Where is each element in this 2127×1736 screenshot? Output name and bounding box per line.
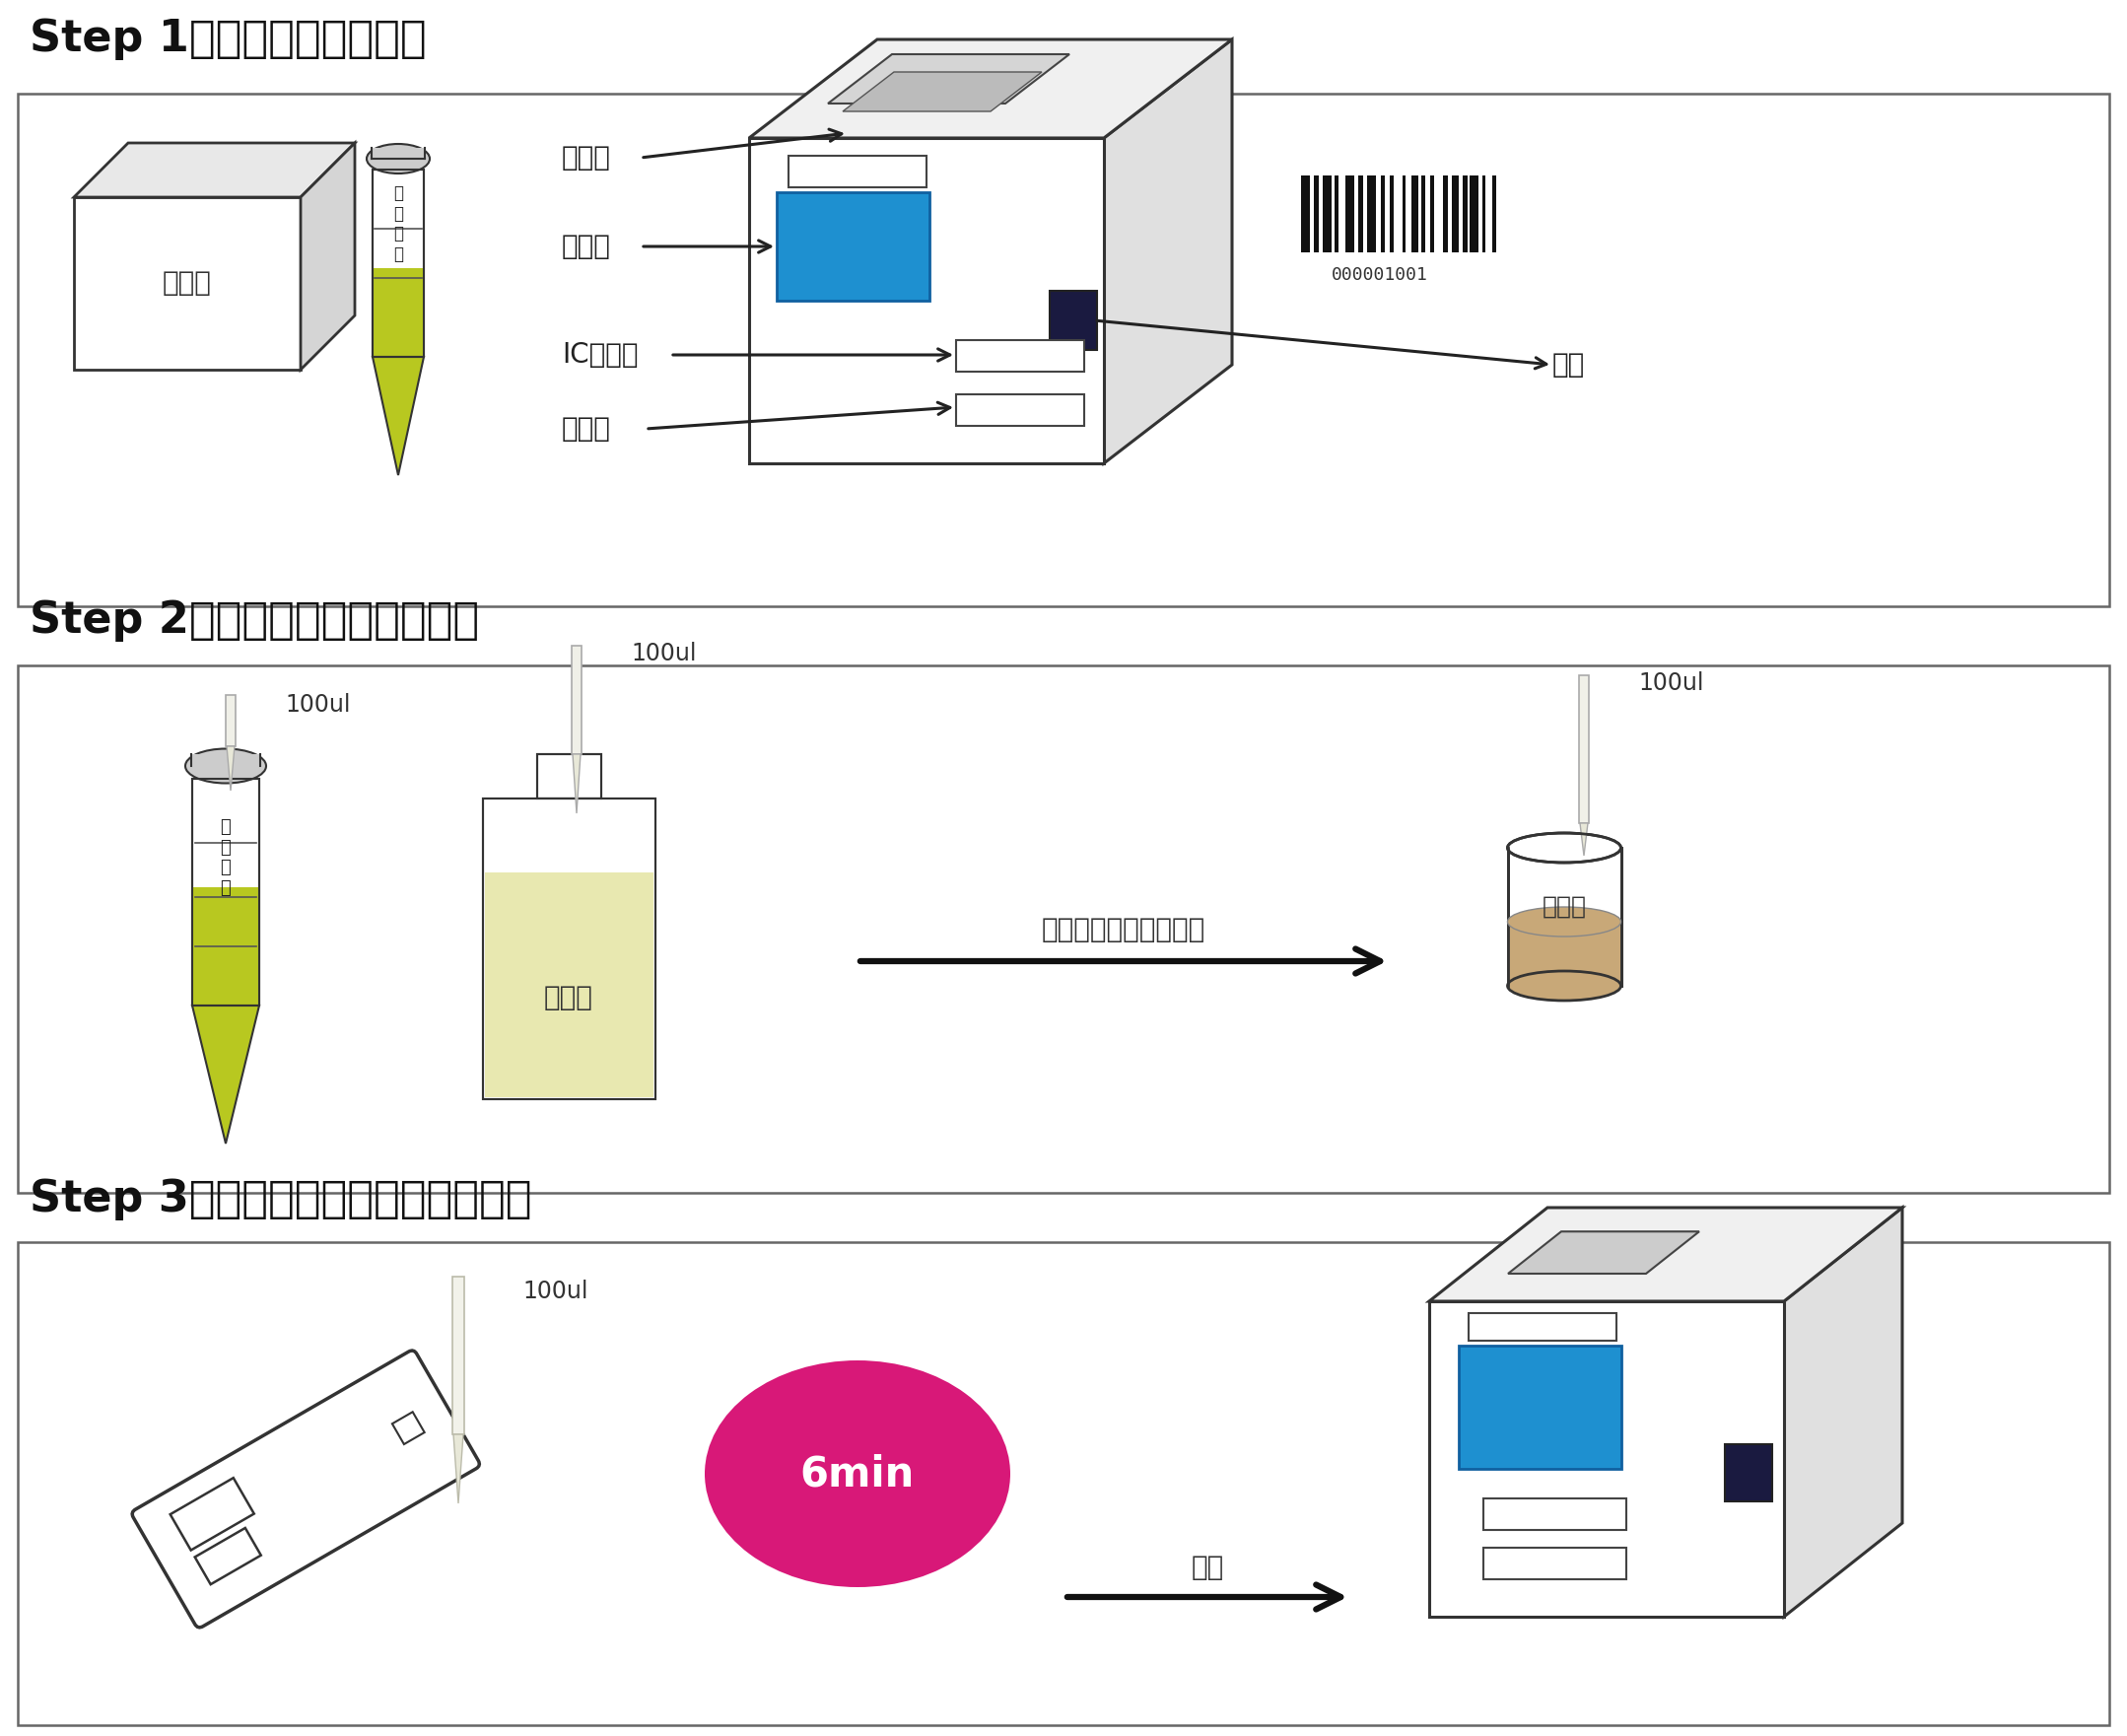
Polygon shape bbox=[749, 139, 1104, 464]
Bar bbox=[17, 665, 2110, 1193]
Text: Step 2：取样、加稽释液，混匀: Step 2：取样、加稽释液，混匀 bbox=[30, 599, 479, 642]
Polygon shape bbox=[1421, 175, 1425, 252]
Ellipse shape bbox=[704, 1361, 1010, 1587]
Polygon shape bbox=[453, 1434, 464, 1503]
Text: 000001001: 000001001 bbox=[1332, 266, 1427, 285]
Text: 打印机: 打印机 bbox=[562, 144, 610, 172]
Bar bbox=[372, 170, 423, 358]
Bar bbox=[1468, 1312, 1617, 1340]
Polygon shape bbox=[842, 71, 1042, 111]
Polygon shape bbox=[300, 142, 355, 370]
Polygon shape bbox=[1442, 175, 1448, 252]
Bar bbox=[789, 156, 927, 187]
Polygon shape bbox=[228, 746, 234, 790]
FancyBboxPatch shape bbox=[170, 1477, 253, 1550]
Bar bbox=[372, 170, 423, 358]
Polygon shape bbox=[1483, 175, 1485, 252]
Text: 100ul: 100ul bbox=[1638, 672, 1704, 694]
FancyBboxPatch shape bbox=[391, 1411, 425, 1444]
Text: 读数: 读数 bbox=[1191, 1554, 1223, 1581]
Polygon shape bbox=[1410, 175, 1419, 252]
Ellipse shape bbox=[1508, 970, 1621, 1000]
Polygon shape bbox=[372, 358, 423, 476]
Bar bbox=[1508, 847, 1621, 986]
Polygon shape bbox=[1578, 675, 1589, 823]
Polygon shape bbox=[1302, 175, 1310, 252]
Text: 待
检
样
品: 待 检 样 品 bbox=[393, 184, 404, 264]
Polygon shape bbox=[572, 646, 581, 753]
Polygon shape bbox=[1402, 175, 1406, 252]
Polygon shape bbox=[827, 54, 1070, 104]
Polygon shape bbox=[74, 142, 355, 198]
Text: 试剂盒: 试剂盒 bbox=[162, 269, 213, 297]
Text: Step 3：加样，读数，打印检测报告: Step 3：加样，读数，打印检测报告 bbox=[30, 1179, 532, 1220]
Bar bbox=[191, 779, 259, 1005]
Polygon shape bbox=[1785, 1208, 1902, 1616]
Polygon shape bbox=[1470, 175, 1478, 252]
Ellipse shape bbox=[1508, 906, 1621, 936]
Bar bbox=[191, 779, 259, 1005]
Polygon shape bbox=[1336, 175, 1338, 252]
Polygon shape bbox=[1429, 1302, 1785, 1616]
Polygon shape bbox=[1357, 175, 1363, 252]
FancyBboxPatch shape bbox=[196, 1528, 262, 1585]
Text: 显示屏: 显示屏 bbox=[562, 233, 610, 260]
Text: 100ul: 100ul bbox=[523, 1279, 587, 1304]
Bar bbox=[1508, 922, 1621, 986]
Text: Step 1：回温、开机、扫码: Step 1：回温、开机、扫码 bbox=[30, 17, 425, 61]
Polygon shape bbox=[1463, 175, 1468, 252]
Text: 100ul: 100ul bbox=[285, 693, 351, 717]
Text: IC卡插口: IC卡插口 bbox=[562, 340, 638, 368]
Bar bbox=[372, 148, 425, 158]
FancyBboxPatch shape bbox=[132, 1351, 479, 1627]
Bar bbox=[17, 1243, 2110, 1726]
Polygon shape bbox=[1493, 175, 1495, 252]
Bar bbox=[1459, 1345, 1621, 1469]
Polygon shape bbox=[1104, 40, 1232, 464]
Bar bbox=[17, 94, 2110, 606]
Text: 样品杯: 样品杯 bbox=[1542, 896, 1587, 918]
Polygon shape bbox=[483, 799, 655, 1099]
Polygon shape bbox=[1389, 175, 1393, 252]
Bar bbox=[372, 267, 423, 358]
Bar bbox=[191, 887, 259, 1005]
Polygon shape bbox=[1380, 175, 1385, 252]
Ellipse shape bbox=[185, 748, 266, 783]
Bar bbox=[191, 753, 259, 766]
Bar bbox=[74, 198, 300, 370]
Polygon shape bbox=[1508, 1231, 1699, 1274]
Polygon shape bbox=[485, 873, 653, 1097]
Text: 6min: 6min bbox=[800, 1453, 915, 1495]
Polygon shape bbox=[749, 40, 1232, 139]
Polygon shape bbox=[1429, 1208, 1902, 1302]
Polygon shape bbox=[1346, 175, 1355, 252]
Ellipse shape bbox=[1508, 833, 1621, 863]
Polygon shape bbox=[1051, 292, 1098, 351]
Polygon shape bbox=[1323, 175, 1332, 252]
Text: 稀释液: 稀释液 bbox=[545, 984, 593, 1012]
Polygon shape bbox=[191, 1005, 259, 1144]
Polygon shape bbox=[225, 694, 236, 746]
Bar bbox=[955, 394, 1085, 425]
Polygon shape bbox=[1368, 175, 1376, 252]
Polygon shape bbox=[1580, 823, 1589, 856]
Bar bbox=[1483, 1549, 1627, 1580]
Text: 待
检
样
品: 待 检 样 品 bbox=[221, 818, 232, 898]
Bar bbox=[955, 340, 1085, 372]
Polygon shape bbox=[538, 753, 602, 799]
Polygon shape bbox=[1431, 175, 1434, 252]
Polygon shape bbox=[1314, 175, 1319, 252]
Polygon shape bbox=[572, 753, 581, 812]
Text: 插卡口: 插卡口 bbox=[562, 415, 610, 443]
Bar bbox=[776, 193, 929, 300]
Text: 加入样品杯，吸打混匀: 加入样品杯，吸打混匀 bbox=[1042, 917, 1206, 943]
Ellipse shape bbox=[366, 144, 430, 174]
Text: 100ul: 100ul bbox=[632, 642, 696, 665]
Polygon shape bbox=[453, 1276, 464, 1434]
Text: 扫码: 扫码 bbox=[1553, 351, 1585, 378]
Bar bbox=[1483, 1498, 1627, 1529]
Polygon shape bbox=[1725, 1444, 1772, 1502]
Polygon shape bbox=[1453, 175, 1459, 252]
